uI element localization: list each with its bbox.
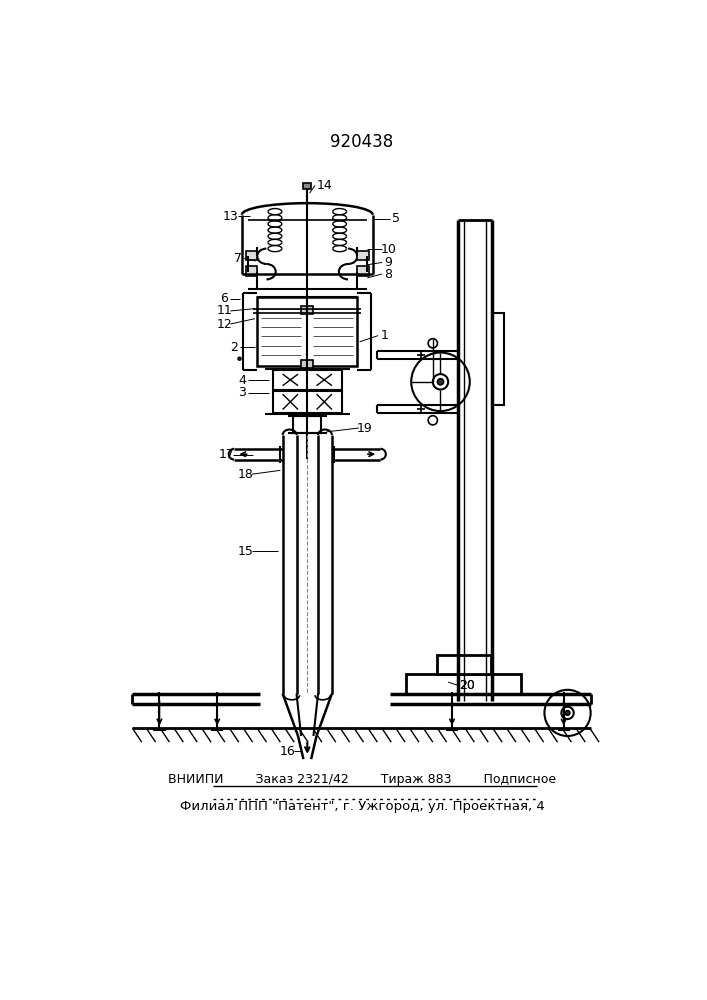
Circle shape <box>438 379 443 385</box>
Text: 14: 14 <box>317 179 332 192</box>
Bar <box>293 416 321 433</box>
Text: 6: 6 <box>220 292 228 305</box>
Circle shape <box>565 711 570 715</box>
Text: 13: 13 <box>223 210 238 223</box>
Text: 11: 11 <box>216 304 232 317</box>
Bar <box>492 312 503 405</box>
Text: Филиал ППП "Патент", г. Ужгород, ул. Проектная, 4: Филиал ППП "Патент", г. Ужгород, ул. Про… <box>180 800 544 813</box>
Text: ВНИИПИ        Заказ 2321/42        Тираж 883        Подписное: ВНИИПИ Заказ 2321/42 Тираж 883 Подписное <box>168 773 556 786</box>
Text: 5: 5 <box>392 212 400 225</box>
Bar <box>303 183 311 189</box>
Bar <box>273 391 342 413</box>
Text: 20: 20 <box>460 679 475 692</box>
Text: 3: 3 <box>238 386 246 399</box>
Bar <box>357 251 369 260</box>
Text: 4: 4 <box>238 374 246 387</box>
Circle shape <box>238 357 241 360</box>
Text: 19: 19 <box>357 422 373 434</box>
Text: 12: 12 <box>216 318 232 331</box>
Text: 20: 20 <box>460 679 475 692</box>
Bar <box>406 674 521 694</box>
Text: 8: 8 <box>384 267 392 280</box>
Text: 1: 1 <box>380 329 388 342</box>
Text: 15: 15 <box>238 545 254 558</box>
Bar <box>301 360 313 368</box>
Bar <box>301 306 313 314</box>
Text: 10: 10 <box>380 243 396 256</box>
Text: 16: 16 <box>280 745 296 758</box>
Text: 18: 18 <box>238 468 254 481</box>
Bar <box>273 370 342 389</box>
Bar <box>257 297 357 366</box>
Bar <box>246 266 257 276</box>
Bar <box>246 251 257 260</box>
Text: 920438: 920438 <box>330 133 394 151</box>
Text: 7: 7 <box>234 252 242 265</box>
Bar <box>437 655 491 674</box>
Bar <box>357 266 369 276</box>
Text: 17: 17 <box>218 448 234 461</box>
Text: 2: 2 <box>230 341 238 354</box>
Text: 9: 9 <box>384 256 392 269</box>
